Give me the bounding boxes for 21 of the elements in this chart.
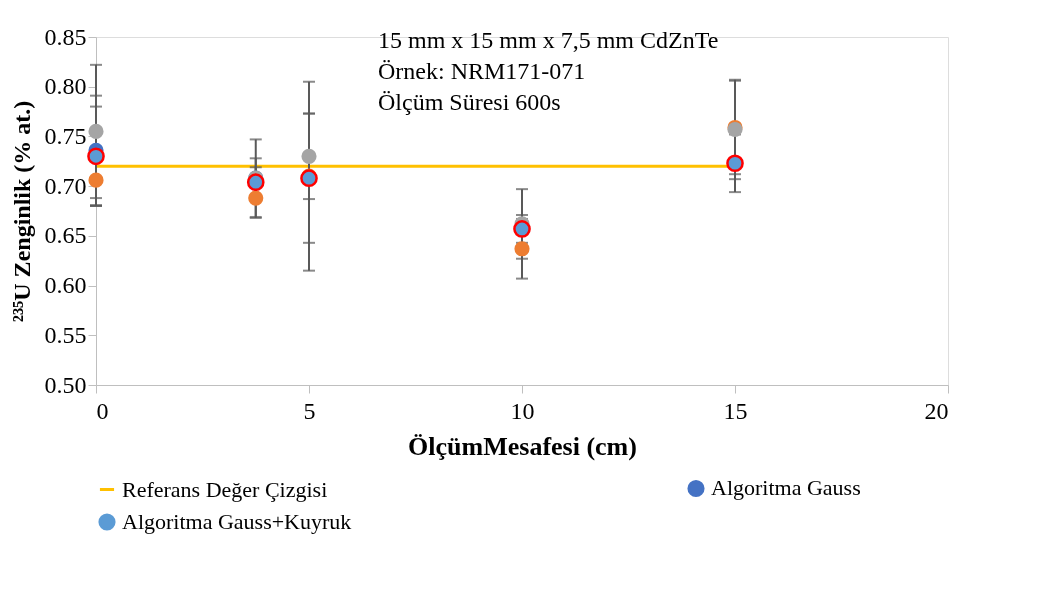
y-tick-label: 0.70: [44, 172, 87, 199]
x-tick-label: 10: [510, 397, 535, 424]
y-tick-label: 0.50: [44, 371, 87, 398]
y-tick-label: 0.55: [44, 321, 87, 348]
x-tick-label: 15: [723, 397, 748, 424]
y-tick-label: 0.65: [44, 222, 87, 249]
y-axis-title: ²³⁵U Zenginlik (% at.): [8, 100, 35, 323]
legend-label: Referans Değer Çizgisi: [122, 476, 328, 502]
annotation: 15 mm x 15 mm x 7,5 mm CdZnTe: [378, 27, 719, 53]
y-tick-label: 0.85: [44, 23, 87, 50]
x-tick-label: 5: [303, 397, 316, 424]
x-tick-label: 0: [96, 397, 109, 424]
x-axis-title: ÖlçümMesafesi (cm): [408, 431, 637, 461]
legend-label: Algoritma Gauss+Kuyruk: [122, 509, 352, 534]
y-tick-label: 0.75: [44, 122, 87, 149]
y-tick-label: 0.80: [44, 73, 87, 100]
x-tick-label: 20: [924, 397, 949, 424]
y-tick-label: 0.60: [44, 272, 87, 299]
legend-label: Algoritma Gauss: [711, 475, 861, 501]
annotation: Örnek: NRM171-071: [378, 58, 586, 84]
annotation: Ölçüm Süresi 600s: [378, 89, 561, 115]
